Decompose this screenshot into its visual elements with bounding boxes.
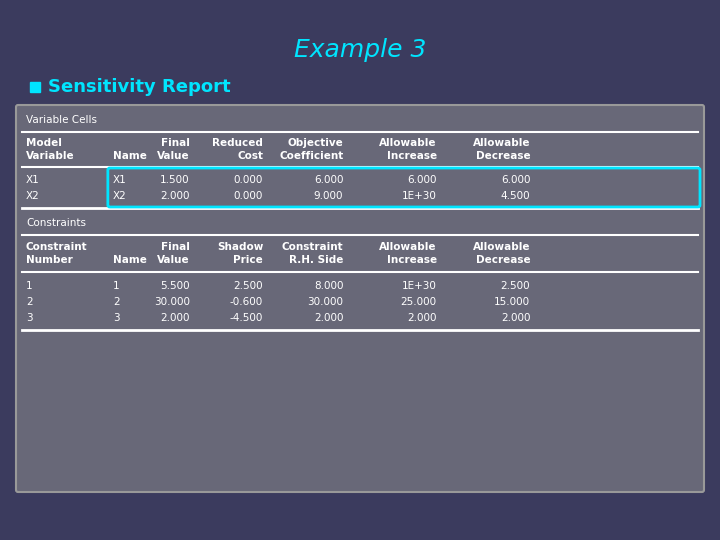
Text: Objective: Objective [287, 138, 343, 148]
Text: Number: Number [26, 255, 73, 265]
Text: 1: 1 [113, 281, 120, 291]
Text: -0.600: -0.600 [230, 297, 263, 307]
Text: Sensitivity Report: Sensitivity Report [48, 78, 230, 96]
Text: R.H. Side: R.H. Side [289, 255, 343, 265]
Text: Value: Value [157, 151, 189, 161]
Text: Allowable: Allowable [379, 138, 437, 148]
Text: Coefficient: Coefficient [279, 151, 343, 161]
Text: 0.000: 0.000 [234, 191, 263, 201]
Text: 1: 1 [26, 281, 32, 291]
Text: Allowable: Allowable [473, 138, 531, 148]
Text: 2.000: 2.000 [160, 313, 189, 323]
Text: 2.000: 2.000 [314, 313, 343, 323]
Text: 30.000: 30.000 [307, 297, 343, 307]
Text: Variable: Variable [26, 151, 75, 161]
Text: 1E+30: 1E+30 [402, 281, 437, 291]
Text: 5.500: 5.500 [160, 281, 189, 291]
Text: 15.000: 15.000 [494, 297, 531, 307]
Text: X2: X2 [26, 191, 40, 201]
Text: Final: Final [161, 242, 189, 252]
Text: Constraints: Constraints [26, 218, 86, 228]
Text: 30.000: 30.000 [153, 297, 189, 307]
Bar [30, 82, 40, 92]
Text: Increase: Increase [387, 255, 437, 265]
Text: 3: 3 [26, 313, 32, 323]
Text: 8.000: 8.000 [314, 281, 343, 291]
Text: Variable Cells: Variable Cells [26, 115, 97, 125]
Text: -4.500: -4.500 [230, 313, 263, 323]
Text: 3: 3 [113, 313, 120, 323]
Text: Cost: Cost [237, 151, 263, 161]
Text: Allowable: Allowable [379, 242, 437, 252]
Text: Shadow: Shadow [217, 242, 263, 252]
Text: Allowable: Allowable [473, 242, 531, 252]
Text: 6.000: 6.000 [408, 175, 437, 185]
Text: Name: Name [113, 151, 147, 161]
Text: X2: X2 [113, 191, 127, 201]
Text: 6.000: 6.000 [501, 175, 531, 185]
FancyBboxPatch shape [16, 105, 704, 492]
Text: Value: Value [157, 255, 189, 265]
Text: 9.000: 9.000 [314, 191, 343, 201]
Text: Final: Final [161, 138, 189, 148]
Text: 1.500: 1.500 [160, 175, 189, 185]
Text: 2: 2 [26, 297, 32, 307]
Text: 2.000: 2.000 [408, 313, 437, 323]
Text: 2.000: 2.000 [501, 313, 531, 323]
Text: Constraint: Constraint [282, 242, 343, 252]
Text: 2.000: 2.000 [160, 191, 189, 201]
Text: Price: Price [233, 255, 263, 265]
Text: 4.500: 4.500 [500, 191, 531, 201]
Text: 6.000: 6.000 [314, 175, 343, 185]
Text: X1: X1 [26, 175, 40, 185]
Text: Name: Name [113, 255, 147, 265]
Text: Model: Model [26, 138, 62, 148]
Text: 1E+30: 1E+30 [402, 191, 437, 201]
Text: 2: 2 [113, 297, 120, 307]
Text: Increase: Increase [387, 151, 437, 161]
Text: Decrease: Decrease [476, 255, 531, 265]
Text: 2.500: 2.500 [233, 281, 263, 291]
Text: 25.000: 25.000 [401, 297, 437, 307]
Text: 2.500: 2.500 [500, 281, 531, 291]
Text: Decrease: Decrease [476, 151, 531, 161]
Text: X1: X1 [113, 175, 127, 185]
Text: Reduced: Reduced [212, 138, 263, 148]
Text: Constraint: Constraint [26, 242, 88, 252]
Text: Example 3: Example 3 [294, 38, 426, 62]
Text: 0.000: 0.000 [234, 175, 263, 185]
